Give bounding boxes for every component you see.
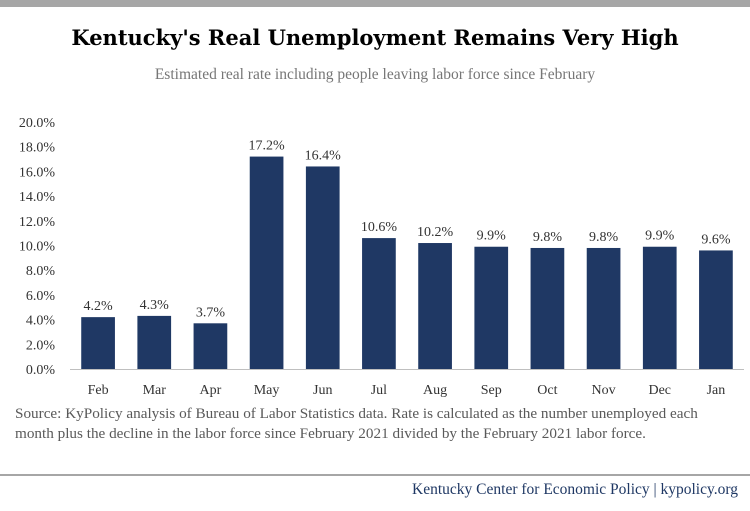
x-tick-label: Nov (592, 383, 616, 398)
x-tick-label: Jul (371, 383, 387, 398)
y-tick-label: 8.0% (26, 264, 56, 279)
bar-mar (137, 315, 172, 369)
x-tick-label: Aug (423, 383, 447, 398)
y-tick-label: 14.0% (19, 190, 56, 205)
x-tick-label: Oct (537, 383, 557, 398)
data-label: 9.9% (645, 229, 675, 244)
data-label: 9.9% (477, 229, 507, 244)
x-tick-label: Jun (313, 383, 332, 398)
data-label: 4.3% (140, 298, 170, 313)
data-label: 9.8% (533, 230, 563, 245)
data-label: 16.4% (305, 148, 342, 163)
data-label: 3.7% (196, 305, 226, 320)
x-tick-label: Feb (88, 383, 109, 398)
data-label: 10.2% (417, 225, 454, 240)
bar-feb (81, 317, 115, 369)
bar-may (249, 156, 284, 369)
bar-apr (193, 323, 228, 369)
data-label: 10.6% (361, 220, 398, 235)
y-tick-label: 12.0% (19, 215, 56, 230)
bar-jan (699, 250, 733, 369)
chart-title: Kentucky's Real Unemployment Remains Ver… (71, 25, 679, 50)
y-tick-label: 18.0% (19, 141, 56, 156)
y-tick-label: 10.0% (19, 240, 56, 255)
bar-nov (586, 247, 621, 369)
top-rule (0, 0, 750, 7)
y-tick-label: 0.0% (26, 363, 56, 378)
data-label: 4.2% (83, 299, 113, 314)
footer-credit: Kentucky Center for Economic Policy | ky… (412, 481, 738, 498)
bar-jun (305, 166, 340, 369)
chart-subtitle: Estimated real rate including people lea… (154, 66, 596, 83)
data-label: 9.8% (589, 230, 619, 245)
source-note: Source: KyPolicy analysis of Bureau of L… (15, 405, 698, 442)
y-tick-label: 6.0% (26, 289, 56, 304)
y-tick-label: 16.0% (19, 165, 56, 180)
y-tick-label: 4.0% (26, 314, 56, 329)
x-tick-label: Mar (143, 383, 167, 398)
bar-chart: 0.0% 2.0% 4.0% 6.0% 8.0% 10.0% 12.0% 14.0% 16.0%… (19, 116, 744, 398)
y-tick-label: 2.0% (26, 338, 56, 353)
x-tick-label: May (254, 383, 280, 398)
bar-dec (642, 246, 677, 369)
data-label: 17.2% (248, 139, 285, 154)
bar-sep (474, 246, 509, 369)
bottom-rule (0, 474, 750, 476)
y-tick-label: 20.0% (19, 116, 56, 131)
bar-aug (418, 243, 452, 369)
x-tick-label: Sep (481, 383, 502, 398)
x-tick-label: Dec (648, 383, 671, 398)
x-tick-label: Apr (200, 383, 222, 398)
bar-jul (362, 238, 396, 369)
data-label: 9.6% (701, 232, 731, 247)
x-tick-label: Jan (707, 383, 726, 398)
bar-oct (530, 247, 565, 369)
